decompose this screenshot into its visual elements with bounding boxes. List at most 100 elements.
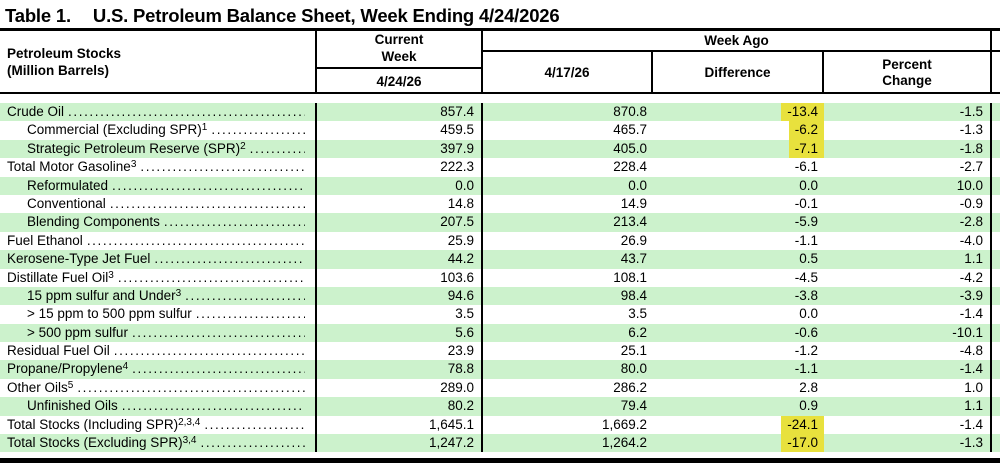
value-week-ago: 3.5 bbox=[628, 306, 647, 322]
table-row: Reformulated0.00.00.010.0 bbox=[0, 176, 1000, 195]
value-difference: -1.1 bbox=[794, 232, 818, 248]
value-week-ago: 80.0 bbox=[620, 361, 647, 377]
dot-leader bbox=[164, 213, 305, 231]
table-row: Total Stocks (Excluding SPR)3,41,247.2 1,… bbox=[0, 434, 1000, 453]
value-current-week: 222.3 bbox=[317, 158, 483, 177]
value-week-ago: 228.4 bbox=[613, 159, 647, 175]
dot-leader bbox=[114, 342, 305, 360]
value-difference: -4.5 bbox=[794, 269, 818, 285]
value-week-ago: 465.7 bbox=[613, 122, 647, 138]
row-label: Conventional bbox=[0, 194, 317, 214]
row-label: Distillate Fuel Oil 3 bbox=[0, 268, 317, 287]
column-header-percent-change: Percent Change bbox=[882, 56, 932, 88]
value-week-ago: 6.2 bbox=[628, 324, 647, 340]
value-percent-change: 10.0 bbox=[824, 176, 992, 195]
value-current-week: 1,645.1 bbox=[317, 415, 483, 435]
value-percent-change: -1.5 bbox=[824, 103, 992, 122]
value-current-week: 207.5 bbox=[317, 213, 483, 232]
row-label: Blending Components bbox=[0, 213, 317, 232]
value-week-ago: 1,264.2 bbox=[601, 435, 647, 451]
table-row: > 15 ppm to 500 ppm sulfur3.53.50.0-1.4 bbox=[0, 305, 1000, 324]
row-label: 15 ppm sulfur and Under 3 bbox=[0, 286, 317, 306]
row-label: Propane/Propylene 4 bbox=[0, 360, 317, 379]
table-row: Crude Oil857.4 870.8 -13.4-1.5 bbox=[0, 103, 1000, 122]
row-label: Crude Oil bbox=[0, 103, 317, 122]
highlight-difference-value: -7.1 bbox=[788, 139, 824, 159]
dot-leader bbox=[118, 269, 305, 287]
value-current-week: 14.8 bbox=[317, 194, 483, 214]
row-label: Other Oils 5 bbox=[0, 378, 317, 398]
row-label: Total Stocks (Excluding SPR) 3,4 bbox=[0, 434, 317, 453]
value-week-ago: 43.7 bbox=[620, 251, 647, 267]
value-difference: 0.5 bbox=[799, 251, 818, 267]
value-percent-change: -1.4 bbox=[824, 305, 992, 324]
value-current-week: 289.0 bbox=[317, 378, 483, 398]
column-header-current-week-group: Current Week 4/24/26 bbox=[317, 31, 483, 94]
dot-leader bbox=[185, 287, 305, 305]
value-week-ago: 1,669.2 bbox=[601, 416, 647, 432]
value-percent-change: -1.8 bbox=[824, 139, 992, 159]
value-percent-change: -1.4 bbox=[824, 360, 992, 379]
value-difference: -17.0 bbox=[653, 434, 824, 453]
table-row: Strategic Petroleum Reserve (SPR)2397.9 4… bbox=[0, 139, 1000, 159]
value-week-ago: 870.8 bbox=[613, 104, 647, 119]
row-label: Total Stocks (Including SPR) 2,3,4 bbox=[0, 415, 317, 435]
title-divider bbox=[0, 28, 1000, 31]
dot-leader bbox=[204, 416, 305, 434]
row-label: Reformulated bbox=[0, 176, 317, 195]
value-difference: -0.1 bbox=[794, 195, 818, 211]
value-current-week: 3.5 bbox=[317, 305, 483, 324]
dot-leader bbox=[110, 195, 305, 213]
cutoff-column-sliver bbox=[992, 31, 1000, 94]
value-difference: -0.6 bbox=[794, 324, 818, 340]
table-number: Table 1. bbox=[5, 5, 71, 26]
column-header-current-week-date: 4/24/26 bbox=[376, 74, 422, 89]
row-label: > 15 ppm to 500 ppm sulfur bbox=[0, 305, 317, 324]
value-week-ago: 108.1 bbox=[613, 269, 647, 285]
value-percent-change: -1.3 bbox=[824, 434, 992, 453]
table-row: Unfinished Oils80.2 79.4 0.9 1.1 bbox=[0, 397, 1000, 416]
table-row: Residual Fuel Oil23.9 25.1 -1.2 -4.8 bbox=[0, 342, 1000, 361]
table-body: Crude Oil857.4 870.8 -13.4-1.5 Commercial … bbox=[0, 94, 1000, 453]
value-week-ago: 98.4 bbox=[620, 287, 647, 303]
row-label: Kerosene-Type Jet Fuel bbox=[0, 250, 317, 269]
highlight-difference-value: -24.1 bbox=[781, 415, 824, 435]
table-row: Total Stocks (Including SPR)2,3,41,645.1… bbox=[0, 415, 1000, 435]
table-row: > 500 ppm sulfur5.6 6.2 -0.6 -10.1 bbox=[0, 323, 1000, 343]
value-current-week: 78.8 bbox=[317, 360, 483, 379]
value-week-ago: 213.4 bbox=[613, 214, 647, 230]
value-percent-change: -3.9 bbox=[824, 286, 992, 306]
table-header: Petroleum Stocks (Million Barrels) Curre… bbox=[0, 31, 1000, 94]
value-difference: 2.8 bbox=[799, 379, 818, 395]
row-label: Unfinished Oils bbox=[0, 397, 317, 416]
dot-leader bbox=[132, 360, 305, 378]
column-header-week-ago: Week Ago bbox=[483, 31, 990, 52]
highlight-difference-value: -17.0 bbox=[781, 434, 824, 453]
value-current-week: 397.9 bbox=[317, 139, 483, 159]
column-header-stub: Petroleum Stocks (Million Barrels) bbox=[0, 31, 317, 94]
column-header-current-week: Current Week bbox=[317, 31, 481, 69]
value-current-week: 857.4 bbox=[317, 103, 483, 122]
column-header-week-ago-date: 4/17/26 bbox=[483, 52, 653, 94]
dot-leader bbox=[140, 158, 305, 176]
table-row: 15 ppm sulfur and Under394.6 98.4 -3.8 -3.9 bbox=[0, 286, 1000, 306]
value-week-ago: 0.0 bbox=[628, 177, 647, 193]
value-percent-change: -1.3 bbox=[824, 121, 992, 140]
value-percent-change: -4.2 bbox=[824, 268, 992, 287]
table-bottom-rule bbox=[0, 458, 1000, 464]
value-difference: 0.0 bbox=[799, 177, 818, 193]
dot-leader bbox=[250, 140, 305, 158]
dot-leader bbox=[87, 232, 305, 250]
value-percent-change: -10.1 bbox=[824, 323, 992, 343]
value-difference: -7.1 bbox=[653, 139, 824, 159]
value-difference: -5.9 bbox=[794, 214, 818, 230]
column-header-week-ago-group: Week Ago 4/17/26 Difference Percent Chan… bbox=[483, 31, 992, 94]
value-current-week: 94.6 bbox=[317, 286, 483, 306]
highlight-difference-value: -6.2 bbox=[788, 121, 824, 140]
dot-leader bbox=[132, 324, 305, 342]
value-difference: -1.2 bbox=[794, 343, 818, 359]
value-percent-change: -1.4 bbox=[824, 415, 992, 435]
value-current-week: 5.6 bbox=[317, 323, 483, 343]
column-header-difference: Difference bbox=[653, 52, 824, 94]
row-label: Total Motor Gasoline 3 bbox=[0, 158, 317, 177]
